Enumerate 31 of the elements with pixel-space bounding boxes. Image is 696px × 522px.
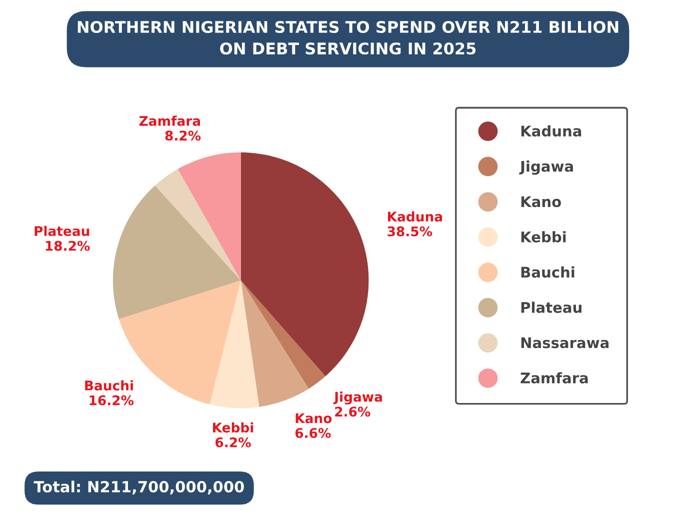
legend-label: Kano [521, 196, 561, 208]
pie-slice [240, 280, 326, 389]
legend-label: Kaduna [521, 125, 582, 137]
pie-slice [155, 169, 241, 280]
legend-label: Nassarawa [521, 337, 608, 348]
pie-slice [112, 185, 241, 320]
pie-slice [178, 152, 241, 280]
data-label: 18.2% [46, 240, 90, 251]
legend-label: Jigawa [519, 160, 573, 175]
pie-slice [240, 152, 369, 376]
slice-label: Bauchi [85, 380, 133, 390]
data-label: 2.6% [335, 406, 370, 417]
legend-label: Plateau [521, 302, 582, 313]
legend-label: Bauchi [521, 266, 574, 278]
slice-label: Jigawa [333, 392, 382, 404]
slice-label: Kaduna [388, 211, 442, 222]
data-label: 6.6% [295, 428, 331, 438]
pie-slice [240, 280, 309, 407]
slice-label: Kebbi [213, 422, 254, 433]
slice-label: Zamfara [139, 116, 200, 126]
data-label: 8.2% [165, 130, 201, 141]
data-label: 16.2% [90, 395, 134, 406]
data-label: 38.5% [388, 226, 432, 236]
pie-slice [210, 280, 260, 408]
slice-label: Plateau [34, 226, 90, 236]
legend-label: Zamfara [520, 372, 588, 384]
data-label: 6.2% [216, 437, 251, 448]
legend-label: Kebbi [521, 231, 566, 242]
text: Total: N211,700,000,000 [34, 480, 244, 494]
chart-title: NORTHERN NIGERIAN STATES TO SPEND OVER N211 BILLION ON DEBT SERVICING IN 2025 [78, 20, 618, 55]
slice-label: Kano [296, 413, 332, 424]
